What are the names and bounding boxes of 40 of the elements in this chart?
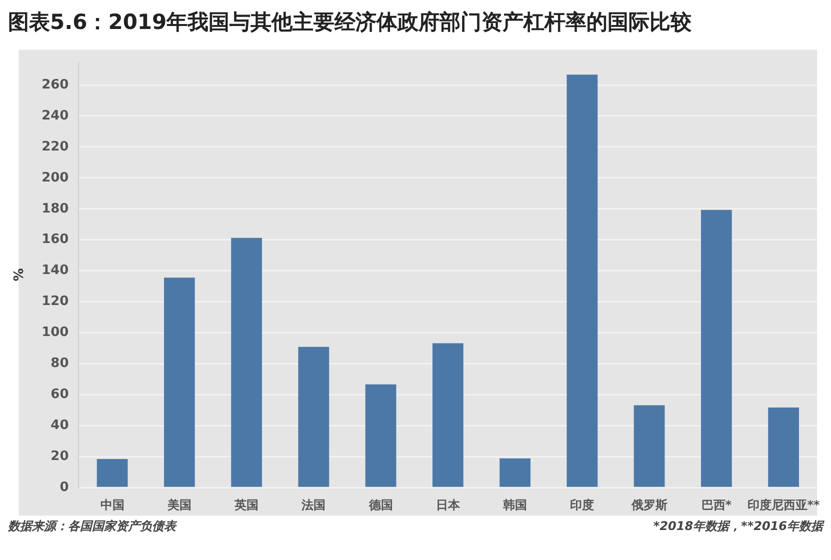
bar	[164, 278, 195, 487]
x-tick-label: 印度尼西亚**	[747, 498, 821, 512]
bar	[231, 238, 262, 487]
y-tick-label: 140	[42, 263, 69, 278]
bar	[500, 458, 530, 487]
y-tick-label: 240	[42, 108, 69, 124]
x-tick-label: 英国	[234, 498, 259, 512]
x-tick-label: 德国	[368, 498, 393, 512]
x-tick-label: 中国	[100, 498, 124, 512]
text: *2018年数据，**2016年数据	[653, 518, 823, 535]
bar	[566, 74, 598, 487]
x-tick-label: 巴西*	[701, 498, 732, 512]
y-tick-label: 0	[60, 480, 69, 495]
y-tick-label: 160	[42, 232, 69, 248]
bar	[432, 343, 464, 487]
bar	[634, 405, 665, 487]
y-tick-label: 120	[42, 294, 69, 310]
y-tick-label: 20	[50, 449, 69, 464]
y-tick-label: 200	[42, 170, 69, 186]
source-note: 数据来源：各国国家资产负债表	[8, 518, 176, 535]
y-tick-label: 180	[42, 201, 69, 216]
x-tick-label: 法国	[300, 498, 326, 512]
y-tick-label: 40	[50, 418, 69, 434]
bar	[298, 346, 330, 487]
x-tick-label: 美国	[166, 498, 192, 512]
chart-title: 图表5.6：2019年我国与其他主要经济体政府部门资产杠杆率的国际比较	[8, 9, 693, 36]
x-tick-label: 韩国	[502, 498, 528, 512]
y-tick-label: 260	[42, 77, 69, 92]
bar	[768, 408, 799, 487]
bar	[96, 458, 128, 487]
bar	[700, 210, 732, 487]
y-tick-label: 100	[42, 325, 69, 340]
y-tick-label: 220	[42, 139, 69, 154]
y-tick-label: 60	[50, 387, 69, 402]
y-axis-title: %	[12, 268, 28, 282]
x-tick-label: 俄罗斯	[630, 498, 668, 512]
x-tick-label: 印度	[570, 498, 594, 512]
x-tick-label: 日本	[436, 498, 461, 512]
bar	[365, 384, 396, 487]
y-tick-label: 80	[50, 356, 69, 372]
